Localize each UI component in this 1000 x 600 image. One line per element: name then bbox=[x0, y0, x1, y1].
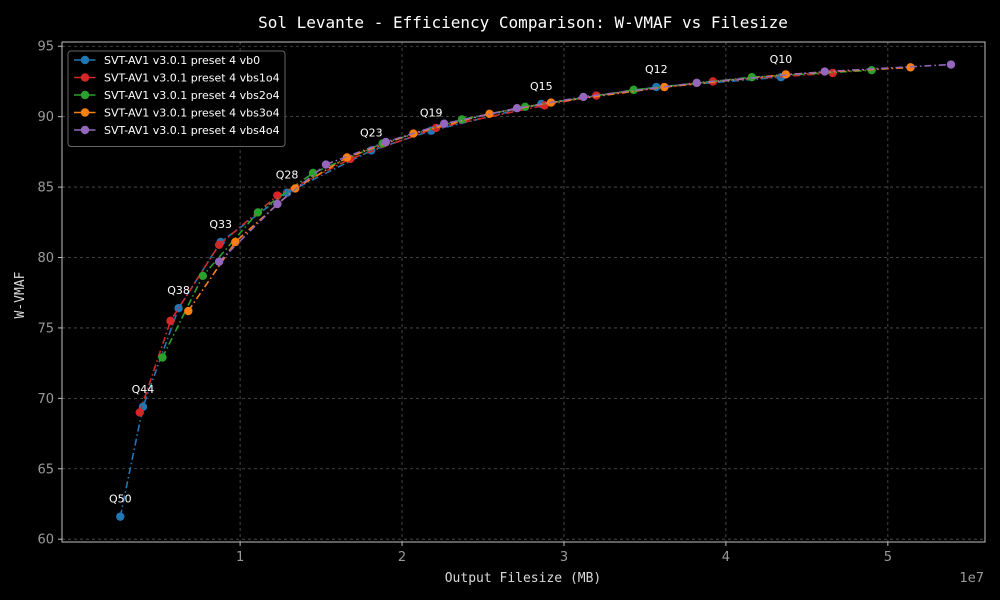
data-point bbox=[820, 67, 829, 76]
data-point bbox=[198, 271, 208, 281]
data-point bbox=[290, 184, 300, 193]
quality-annotation: Q19 bbox=[420, 107, 443, 120]
data-point bbox=[166, 316, 175, 326]
legend-marker bbox=[80, 73, 90, 82]
quality-annotation: Q15 bbox=[530, 80, 553, 93]
data-point bbox=[946, 60, 956, 69]
quality-annotation: Q33 bbox=[209, 218, 232, 231]
legend-label: SVT-AV1 v3.0.1 preset 4 vb0 bbox=[104, 54, 260, 67]
data-point bbox=[116, 512, 125, 521]
y-tick-label: 95 bbox=[37, 40, 54, 55]
data-point bbox=[214, 257, 224, 266]
data-point bbox=[512, 103, 522, 113]
quality-annotation: Q38 bbox=[167, 284, 190, 297]
x-tick-label: 1 bbox=[236, 550, 244, 565]
x-tick-label: 5 bbox=[884, 550, 892, 565]
x-tick-label: 3 bbox=[560, 550, 568, 565]
legend-marker bbox=[80, 55, 90, 65]
annotations: Q50 Q44 Q38 Q33 Q28 Q23 Q19 Q15 Q12 Q10 bbox=[109, 53, 792, 505]
x-axis-label: Output Filesize (MB) bbox=[445, 571, 602, 586]
data-point bbox=[485, 109, 494, 119]
axis-ticks: 1 2 3 4 5 60 65 70 75 80 85 90 95 bbox=[37, 40, 892, 565]
x-tick-label: 2 bbox=[398, 550, 406, 565]
x-tick-label: 4 bbox=[722, 550, 730, 565]
legend-label: SVT-AV1 v3.0.1 preset 4 vbs4o4 bbox=[104, 124, 280, 137]
quality-annotation: Q10 bbox=[770, 53, 793, 66]
quality-annotation: Q44 bbox=[132, 383, 155, 396]
data-point bbox=[579, 92, 588, 102]
series-line bbox=[218, 63, 952, 263]
data-point bbox=[253, 208, 263, 217]
legend-label: SVT-AV1 v3.0.1 preset 4 vbs2o4 bbox=[104, 89, 280, 102]
quality-annotation: Q50 bbox=[109, 493, 132, 506]
quality-annotation: Q28 bbox=[276, 169, 299, 182]
series-layer bbox=[116, 60, 956, 521]
legend-label: SVT-AV1 v3.0.1 preset 4 vbs1o4 bbox=[104, 72, 280, 85]
chart-title: Sol Levante - Efficiency Comparison: W-V… bbox=[258, 13, 788, 32]
x-axis-multiplier: 1e7 bbox=[959, 571, 984, 586]
y-tick-label: 85 bbox=[37, 181, 54, 196]
series-3 bbox=[158, 65, 876, 362]
y-tick-label: 65 bbox=[37, 462, 54, 477]
data-point bbox=[158, 353, 167, 362]
data-point bbox=[231, 237, 240, 247]
legend: SVT-AV1 v3.0.1 preset 4 vb0 SVT-AV1 v3.0.… bbox=[67, 50, 286, 147]
plot-frame bbox=[61, 41, 986, 543]
legend-marker bbox=[80, 125, 90, 135]
y-tick-label: 75 bbox=[37, 321, 54, 336]
y-tick-label: 90 bbox=[37, 110, 54, 125]
legend-label: SVT-AV1 v3.0.1 preset 4 vbs3o4 bbox=[104, 107, 280, 120]
legend-marker bbox=[80, 108, 90, 117]
series-5 bbox=[214, 60, 956, 266]
data-point bbox=[273, 199, 282, 209]
data-point bbox=[629, 85, 638, 95]
quality-annotation: Q12 bbox=[645, 63, 668, 76]
legend-marker bbox=[80, 90, 90, 100]
data-point bbox=[308, 168, 318, 178]
data-point bbox=[692, 78, 701, 88]
data-point bbox=[184, 306, 193, 316]
y-tick-label: 80 bbox=[37, 251, 54, 266]
data-point bbox=[439, 119, 449, 128]
y-tick-label: 70 bbox=[37, 392, 54, 407]
data-point bbox=[457, 115, 467, 124]
grid bbox=[62, 42, 985, 542]
data-point bbox=[381, 137, 391, 147]
legend-box bbox=[67, 50, 286, 147]
y-axis-label: W-VMAF bbox=[13, 271, 28, 318]
series-line bbox=[161, 69, 872, 358]
data-point bbox=[321, 160, 331, 169]
data-point bbox=[214, 240, 224, 250]
data-point bbox=[342, 153, 352, 162]
y-tick-label: 60 bbox=[37, 533, 54, 548]
data-point bbox=[273, 191, 282, 200]
quality-annotation: Q23 bbox=[360, 126, 383, 139]
data-point bbox=[135, 408, 144, 417]
